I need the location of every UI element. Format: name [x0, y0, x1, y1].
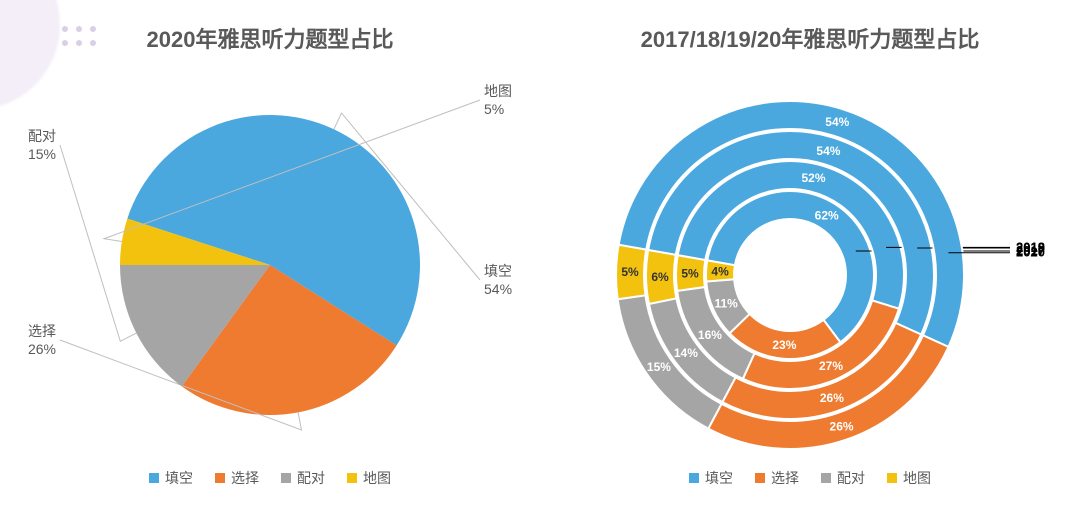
- pie-panel-2020: 2020年雅思听力题型占比 填空54%选择26%配对15%地图5% 填空选择配对…: [0, 0, 540, 508]
- legend-item-map: 地图: [887, 468, 931, 488]
- legend-swatch: [347, 473, 357, 483]
- donut-arc-pct-2019-match: 14%: [674, 346, 698, 360]
- legend-swatch: [149, 473, 159, 483]
- donut-panel-2017-2020: 2017/18/19/20年雅思听力题型占比 62%23%11%4%201752…: [540, 0, 1080, 508]
- donut-arc-pct-2019-map: 6%: [651, 270, 669, 284]
- legend-item-fill: 填空: [689, 468, 733, 488]
- donut-arc-pct-2020-fill: 54%: [825, 115, 849, 129]
- legend-label: 配对: [837, 468, 865, 488]
- legend-swatch: [821, 473, 831, 483]
- donut-arc-pct-2017-map: 4%: [711, 265, 729, 279]
- donut-arc-pct-2020-match: 15%: [647, 360, 671, 374]
- legend-item-map: 地图: [347, 468, 391, 488]
- legend-label: 选择: [771, 468, 799, 488]
- pie-chart: 填空54% 选择26% 配对15% 地图5%: [0, 50, 540, 480]
- donut-year-2020: 2020: [1016, 245, 1045, 260]
- pie-label-fill: 填空54%: [484, 263, 512, 297]
- donut-arc-pct-2020-choice: 26%: [830, 419, 854, 433]
- legend-swatch: [755, 473, 765, 483]
- legend-item-match: 配对: [281, 468, 325, 488]
- legend-item-fill: 填空: [149, 468, 193, 488]
- donut-arc-pct-2020-map: 5%: [621, 265, 639, 279]
- legend-swatch: [689, 473, 699, 483]
- pie-label-choice: 选择26%: [28, 323, 56, 357]
- legend-label: 填空: [165, 468, 193, 488]
- pie-label-map: 地图5%: [484, 83, 512, 117]
- legend-swatch: [281, 473, 291, 483]
- donut-legend: 填空 选择 配对 地图: [540, 468, 1080, 488]
- pie-label-match: 配对15%: [28, 128, 56, 162]
- legend-label: 填空: [705, 468, 733, 488]
- legend-item-choice: 选择: [215, 468, 259, 488]
- legend-swatch: [215, 473, 225, 483]
- legend-label: 地图: [363, 468, 391, 488]
- donut-arc-pct-2018-match: 16%: [698, 328, 722, 342]
- donut-arc-pct-2017-fill: 62%: [815, 208, 839, 222]
- donut-arc-pct-2018-fill: 52%: [801, 171, 825, 185]
- donut-arc-pct-2017-match: 11%: [714, 297, 738, 311]
- donut-arc-pct-2019-choice: 26%: [820, 391, 844, 405]
- donut-arc-pct-2018-choice: 27%: [819, 359, 843, 373]
- donut-chart: 62%23%11%4%201752%27%16%5%201854%26%14%6…: [540, 50, 1080, 480]
- pie-legend: 填空 选择 配对 地图: [0, 468, 540, 488]
- legend-item-choice: 选择: [755, 468, 799, 488]
- legend-label: 选择: [231, 468, 259, 488]
- donut-arc-pct-2019-fill: 54%: [816, 144, 840, 158]
- legend-swatch: [887, 473, 897, 483]
- donut-arc-pct-2017-choice: 23%: [772, 338, 796, 352]
- legend-label: 配对: [297, 468, 325, 488]
- legend-item-match: 配对: [821, 468, 865, 488]
- legend-label: 地图: [903, 468, 931, 488]
- donut-arc-pct-2018-map: 5%: [681, 266, 699, 280]
